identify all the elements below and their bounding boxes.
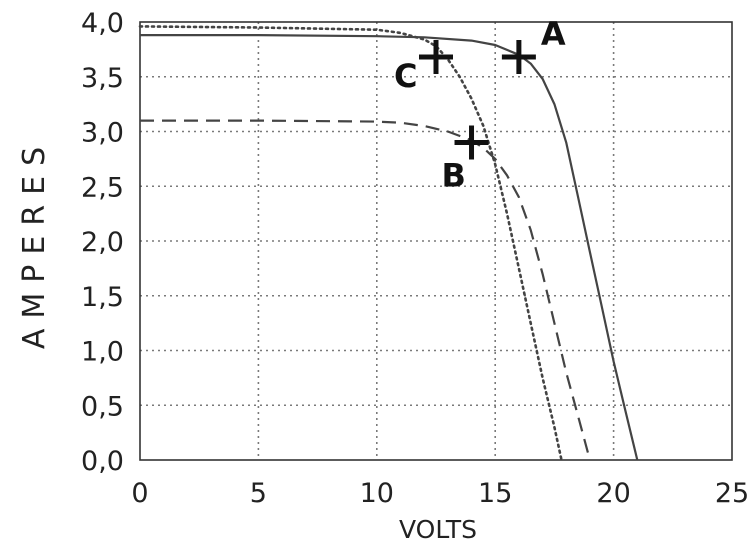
y-tick-label: 4,0 — [81, 8, 124, 39]
y-tick-label: 3,0 — [81, 118, 124, 149]
x-tick-label: 10 — [360, 478, 394, 509]
plot-frame — [139, 21, 733, 461]
marker-b — [454, 125, 489, 160]
y-tick-label: 1,5 — [81, 282, 124, 313]
y-tick-label: 0,5 — [81, 391, 124, 422]
series-lines — [138, 25, 639, 462]
y-tick-label: 2,5 — [81, 172, 124, 203]
y-tick-labels: 0,0 0,5 1,0 1,5 2,0 2,5 3,0 3,5 4,0 — [81, 8, 124, 477]
series-line-dotted — [138, 25, 563, 462]
y-tick-label: 0,0 — [81, 446, 124, 477]
y-tick-label: 2,0 — [81, 227, 124, 258]
grid-lines — [140, 22, 732, 460]
x-tick-label: 0 — [131, 478, 148, 509]
point-label-b: B — [442, 156, 466, 194]
x-tick-labels: 0 5 10 15 20 25 — [131, 478, 749, 509]
x-tick-label: 25 — [715, 478, 749, 509]
series-line-dashed — [140, 119, 591, 461]
x-tick-label: 15 — [478, 478, 512, 509]
point-label-c: C — [394, 57, 417, 95]
x-axis-label: VOLTS — [399, 515, 477, 544]
x-tick-label: 20 — [596, 478, 630, 509]
y-tick-label: 1,0 — [81, 337, 124, 368]
series-line-solid — [140, 34, 639, 461]
y-axis-label: AMPERES — [17, 137, 52, 349]
point-label-a: A — [541, 15, 566, 53]
x-tick-label: 5 — [250, 478, 267, 509]
marker-c — [419, 40, 453, 75]
marker-a — [501, 40, 536, 75]
y-tick-label: 3,5 — [81, 63, 124, 94]
operating-point-markers: A B C — [394, 15, 566, 194]
